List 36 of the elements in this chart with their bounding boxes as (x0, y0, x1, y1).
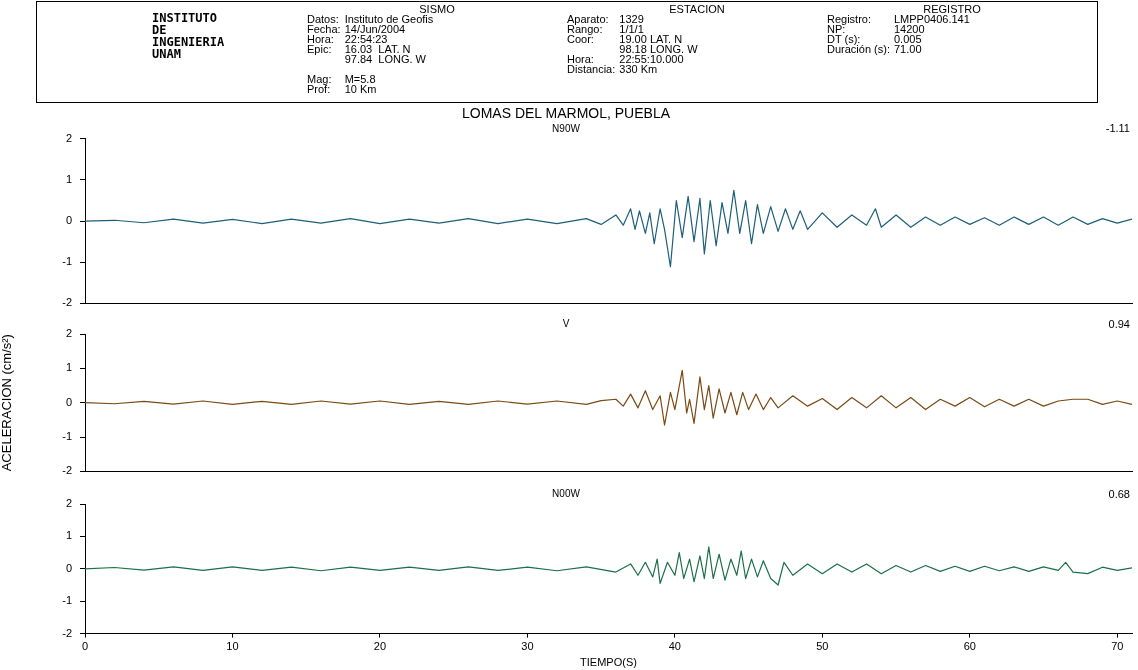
text: -1.11 (1105, 122, 1130, 135)
y-axis-title: ACELERACION (cm/s²) (0, 334, 15, 472)
text: 0.94 (1108, 317, 1130, 330)
x-tick-label: 70 (1111, 640, 1124, 653)
x-tick-label: 40 (668, 640, 681, 653)
y-tick-label: -1 (62, 255, 72, 268)
x-tick-label: 50 (816, 640, 829, 653)
x-axis-title: TIEMPO(S) (580, 656, 637, 669)
y-tick-label: 2 (65, 131, 72, 144)
x-tick-label: 0 (81, 640, 89, 653)
y-tick-label: -1 (62, 594, 72, 607)
y-tick-label: 0 (65, 214, 72, 227)
text: INSTITUTO DE INGENIERIA UNAM (152, 11, 226, 61)
x-tick-label: 20 (373, 640, 387, 653)
y-tick-label: 1 (65, 172, 72, 185)
y-tick-label: 2 (65, 327, 72, 340)
text: ESTACION Aparato: 1329 Rango: 1/1/1 Coor: 19.00 LAT. N 98.18 LONG. W Hora: 22:55:10.000 Distancia: 330 Km (567, 3, 725, 75)
y-tick-label: 0 (65, 561, 72, 574)
x-tick-label: 30 (521, 640, 534, 653)
x-tick-label: 10 (226, 640, 239, 653)
chart-title: LOMAS DEL MARMOL, PUEBLA (462, 105, 671, 122)
y-tick-label: -2 (62, 626, 72, 639)
y-tick-label: 1 (65, 529, 72, 542)
chart-title: N00W (552, 487, 581, 499)
chart-subtitle: N90W (552, 122, 581, 134)
y-tick-label: -1 (62, 430, 72, 443)
y-tick-label: -2 (62, 464, 72, 477)
text: SISMO Datos: Instituto de Geofis Fecha: 14/Jun/2004 Hora: 22:54:23 Epic: 16.03 LAT. N 97.84 LONG. W Mag: M=5.8 Prof: 10 Km (307, 3, 455, 95)
y-tick-label: 2 (65, 497, 72, 510)
chart-title: V (562, 317, 570, 329)
text: 0.68 (1108, 487, 1130, 500)
x-tick-label: 60 (963, 640, 976, 653)
y-tick-label: 1 (65, 361, 72, 374)
y-tick-label: 0 (65, 395, 72, 408)
y-tick-label: -2 (62, 296, 72, 309)
text: REGISTRO Registro: LMPP0406.141 NP: 14200 DT (s): 0.005 Duración (s): 71.00 (827, 3, 981, 55)
